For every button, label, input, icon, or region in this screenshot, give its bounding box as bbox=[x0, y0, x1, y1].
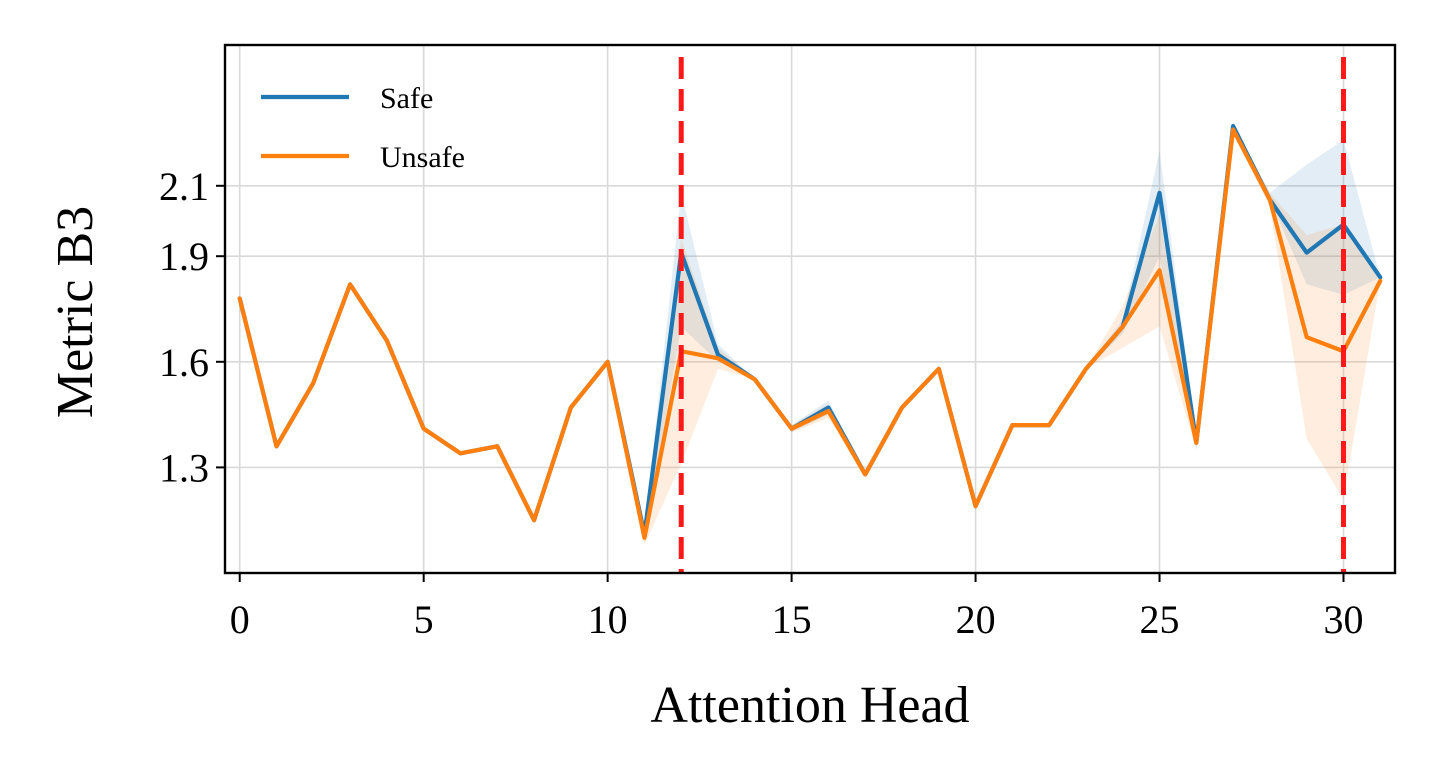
grid bbox=[225, 45, 1395, 573]
x-tick-label: 10 bbox=[588, 597, 628, 642]
y-tick-label: 1.3 bbox=[159, 445, 209, 490]
x-tick-label: 25 bbox=[1140, 597, 1180, 642]
plot-frame bbox=[223, 43, 1397, 575]
reference-lines bbox=[678, 57, 1346, 573]
x-tick-label: 15 bbox=[772, 597, 812, 642]
x-tick-label: 0 bbox=[230, 597, 250, 642]
x-tick-label: 5 bbox=[414, 597, 434, 642]
y-axis-label: Metric B3 bbox=[47, 206, 104, 418]
y-tick-label: 1.9 bbox=[159, 234, 209, 279]
y-tick-label: 2.1 bbox=[159, 164, 209, 209]
legend-label-safe: Safe bbox=[380, 82, 433, 115]
series-line-unsafe bbox=[237, 127, 1383, 540]
series-lines bbox=[237, 123, 1383, 540]
x-tick-label: 20 bbox=[956, 597, 996, 642]
x-axis-label: Attention Head bbox=[650, 677, 969, 734]
axis-ticks: 0 5 10 15 20 25 30 1.3 1.6 1.9 2.1 bbox=[159, 164, 1363, 642]
x-tick-label: 30 bbox=[1323, 597, 1363, 642]
legend-label-unsafe: Unsafe bbox=[380, 141, 465, 174]
y-tick-label: 1.6 bbox=[159, 340, 209, 385]
legend: Safe Unsafe bbox=[261, 82, 465, 174]
